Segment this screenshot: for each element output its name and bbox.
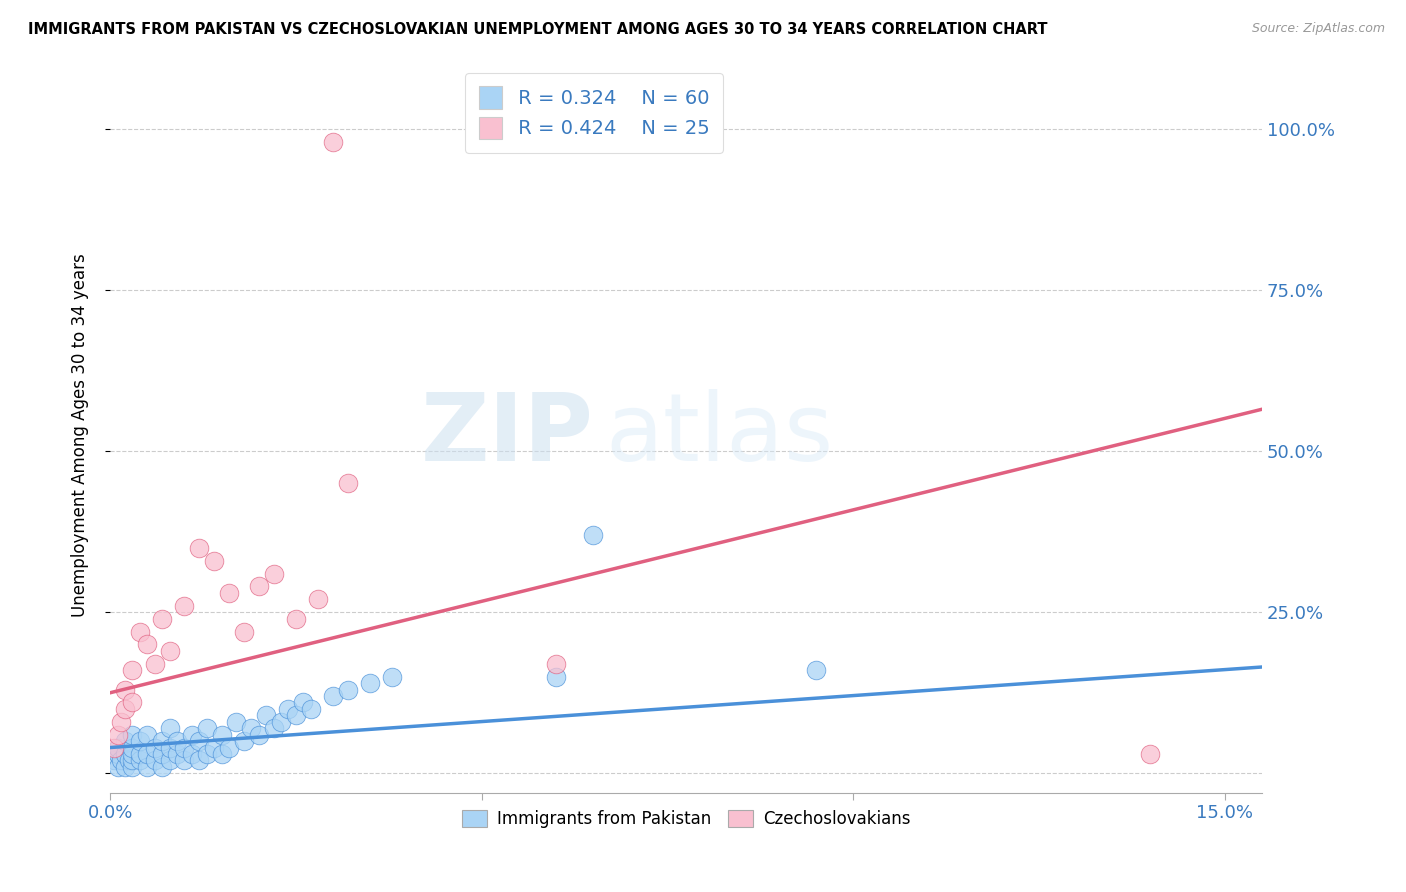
Point xyxy=(150,612,173,626)
Point xyxy=(173,740,195,755)
Point xyxy=(202,554,225,568)
Point xyxy=(128,734,150,748)
Text: ZIP: ZIP xyxy=(420,389,593,481)
Point xyxy=(218,586,240,600)
Point xyxy=(195,721,218,735)
Point xyxy=(114,734,136,748)
Point xyxy=(121,754,143,768)
Point xyxy=(225,714,247,729)
Point xyxy=(284,708,307,723)
Point xyxy=(188,734,211,748)
Point xyxy=(136,760,159,774)
Y-axis label: Unemployment Among Ages 30 to 34 years: Unemployment Among Ages 30 to 34 years xyxy=(72,253,89,617)
Point xyxy=(103,740,125,755)
Text: atlas: atlas xyxy=(606,389,834,481)
Point xyxy=(202,740,225,755)
Point xyxy=(188,754,211,768)
Point xyxy=(114,702,136,716)
Point xyxy=(159,644,181,658)
Point xyxy=(121,747,143,761)
Point xyxy=(195,747,218,761)
Point xyxy=(121,663,143,677)
Point xyxy=(359,676,381,690)
Point xyxy=(150,760,173,774)
Point xyxy=(121,740,143,755)
Point xyxy=(128,624,150,639)
Point xyxy=(381,670,404,684)
Text: IMMIGRANTS FROM PAKISTAN VS CZECHOSLOVAKIAN UNEMPLOYMENT AMONG AGES 30 TO 34 YEA: IMMIGRANTS FROM PAKISTAN VS CZECHOSLOVAK… xyxy=(28,22,1047,37)
Point xyxy=(107,747,129,761)
Point xyxy=(270,714,292,729)
Point xyxy=(121,760,143,774)
Text: Source: ZipAtlas.com: Source: ZipAtlas.com xyxy=(1251,22,1385,36)
Point xyxy=(121,695,143,709)
Point xyxy=(1139,747,1161,761)
Legend: Immigrants from Pakistan, Czechoslovakians: Immigrants from Pakistan, Czechoslovakia… xyxy=(456,803,917,834)
Point xyxy=(211,747,233,761)
Point xyxy=(128,754,150,768)
Point xyxy=(254,708,277,723)
Point xyxy=(232,624,254,639)
Point xyxy=(336,682,359,697)
Point xyxy=(107,760,129,774)
Point xyxy=(544,670,567,684)
Point xyxy=(173,599,195,613)
Point xyxy=(307,592,329,607)
Point xyxy=(118,754,141,768)
Point xyxy=(114,760,136,774)
Point xyxy=(247,579,270,593)
Point xyxy=(582,528,605,542)
Point xyxy=(143,740,166,755)
Point xyxy=(150,747,173,761)
Point xyxy=(128,747,150,761)
Point xyxy=(322,689,344,703)
Point xyxy=(804,663,827,677)
Point xyxy=(263,566,285,581)
Point xyxy=(166,747,188,761)
Point xyxy=(114,747,136,761)
Point xyxy=(277,702,299,716)
Point xyxy=(240,721,263,735)
Point xyxy=(150,734,173,748)
Point xyxy=(218,740,240,755)
Point xyxy=(247,728,270,742)
Point xyxy=(263,721,285,735)
Point xyxy=(136,747,159,761)
Point xyxy=(336,476,359,491)
Point xyxy=(180,747,202,761)
Point xyxy=(159,740,181,755)
Point xyxy=(121,728,143,742)
Point xyxy=(166,734,188,748)
Point xyxy=(211,728,233,742)
Point xyxy=(159,754,181,768)
Point xyxy=(299,702,322,716)
Point xyxy=(107,740,129,755)
Point xyxy=(110,714,132,729)
Point xyxy=(284,612,307,626)
Point xyxy=(180,728,202,742)
Point xyxy=(136,637,159,651)
Point xyxy=(188,541,211,555)
Point xyxy=(159,721,181,735)
Point xyxy=(544,657,567,671)
Point xyxy=(143,754,166,768)
Point xyxy=(114,682,136,697)
Point xyxy=(292,695,315,709)
Point xyxy=(322,135,344,149)
Point xyxy=(103,754,125,768)
Point xyxy=(232,734,254,748)
Point xyxy=(107,728,129,742)
Point xyxy=(173,754,195,768)
Point xyxy=(136,728,159,742)
Point xyxy=(143,657,166,671)
Point xyxy=(110,754,132,768)
